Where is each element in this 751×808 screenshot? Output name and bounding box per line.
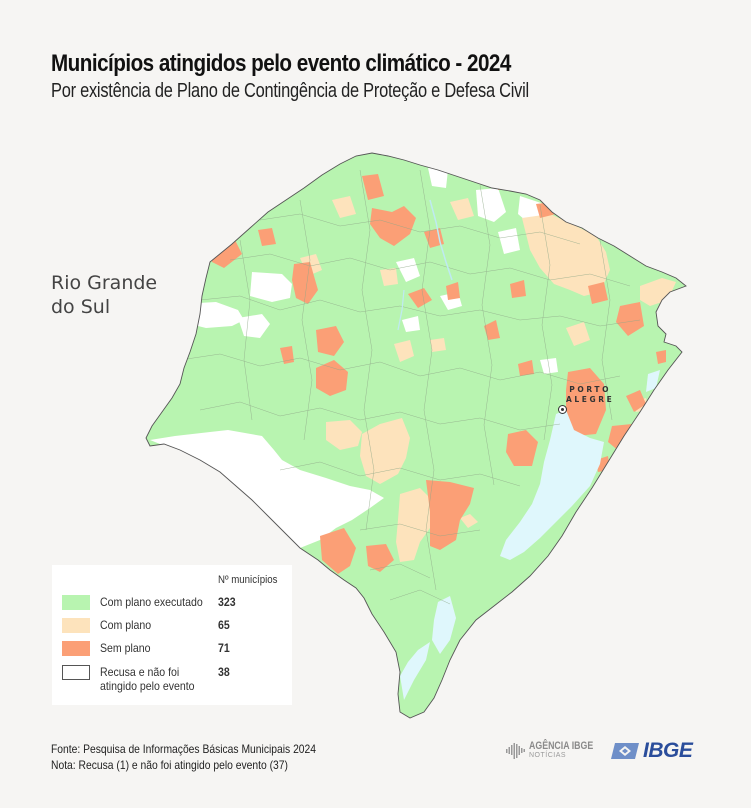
agencia-title: AGÊNCIA IBGE [529, 740, 594, 752]
legend-swatch-green [62, 595, 90, 610]
legend-label: Com plano [100, 618, 152, 632]
agencia-ibge-logo: AGÊNCIA IBGE NOTÍCIAS [506, 740, 609, 762]
legend-header: Nº municípios [218, 574, 278, 586]
ibge-logo: IBGE [610, 739, 693, 762]
source-note: Fonte: Pesquisa de Informações Básicas M… [51, 742, 317, 756]
agencia-ibge-bars-icon [506, 743, 525, 759]
state-label-line1: Rio Grande [51, 272, 158, 294]
legend-swatch-salmon [62, 641, 90, 656]
capital-marker-icon [558, 405, 567, 414]
page-subtitle: Por existência de Plano de Contingência … [51, 80, 529, 102]
state-label: Rio Grande do Sul [51, 271, 157, 319]
legend-label-line2: atingido pelo evento [100, 679, 195, 693]
legend-label: Sem plano [100, 641, 151, 655]
footer: Fonte: Pesquisa de Informações Básicas M… [51, 741, 316, 773]
capital-label-line1: PORTO [569, 385, 612, 394]
methodology-note: Nota: Recusa (1) e não foi atingido pelo… [51, 758, 288, 772]
legend-swatch-beige [62, 618, 90, 633]
legend-swatch-white [62, 665, 90, 680]
capital-label-line2: ALEGRE [566, 395, 615, 404]
state-label-line2: do Sul [51, 296, 111, 318]
capital-label-porto-alegre: PORTO ALEGRE [566, 385, 614, 405]
ibge-emblem-icon [611, 743, 639, 759]
map-legend: Nº municípios Com plano executado 323 Co… [52, 565, 292, 705]
page-title: Municípios atingidos pelo evento climáti… [51, 50, 511, 77]
legend-count: 38 [218, 665, 230, 679]
legend-count: 323 [218, 595, 236, 609]
legend-label-line1: Recusa e não foi [100, 665, 180, 679]
legend-label: Com plano executado [100, 595, 203, 609]
legend-label: Recusa e não foi atingido pelo evento [100, 665, 195, 693]
legend-count: 71 [218, 641, 230, 655]
ibge-wordmark: IBGE [643, 739, 693, 762]
agencia-subtitle: NOTÍCIAS [529, 752, 567, 759]
legend-count: 65 [218, 618, 230, 632]
